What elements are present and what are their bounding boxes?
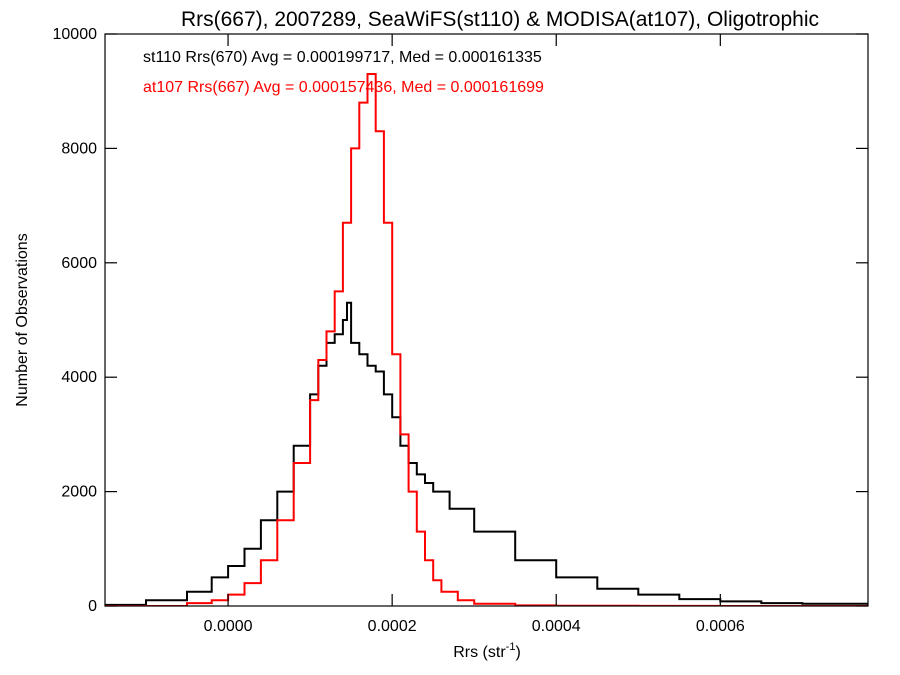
x-tick-label: 0.0006: [696, 618, 745, 635]
y-tick-label: 8000: [61, 140, 97, 157]
legend: st110 Rrs(670) Avg = 0.000199717, Med = …: [143, 49, 544, 96]
legend-entry: st110 Rrs(670) Avg = 0.000199717, Med = …: [143, 49, 542, 66]
y-axis-label: Number of Observations: [14, 233, 31, 406]
y-tick-label: 2000: [61, 484, 97, 501]
y-tick-label: 6000: [61, 255, 97, 272]
x-axis-label-main: Rrs (str: [453, 644, 506, 661]
axis-tick-labels: 0.0000 0.0002 0.0004 0.0006 0 2000 4000 6000 800…: [53, 26, 745, 635]
axis-ticks: [105, 33, 868, 607]
series-line-at107: [105, 73, 868, 606]
x-axis-label-superscript: -1: [506, 641, 516, 653]
y-tick-label: 4000: [61, 369, 97, 386]
legend-entry: at107 Rrs(667) Avg = 0.000157436, Med = …: [143, 79, 544, 96]
plot-area: [105, 73, 868, 606]
series-line-st110: [105, 301, 868, 606]
y-tick-label: 10000: [53, 26, 98, 43]
plot-frame: [104, 33, 869, 607]
x-axis-label-end: ): [515, 644, 520, 661]
x-tick-label: 0.0000: [204, 618, 253, 635]
chart-title: Rrs(667), 2007289, SeaWiFS(st110) & MODI…: [181, 8, 819, 31]
y-tick-label: 0: [88, 598, 97, 615]
x-axis-label: Rrs (str-1): [453, 641, 521, 661]
x-tick-label: 0.0004: [532, 618, 581, 635]
x-tick-label: 0.0002: [368, 618, 417, 635]
